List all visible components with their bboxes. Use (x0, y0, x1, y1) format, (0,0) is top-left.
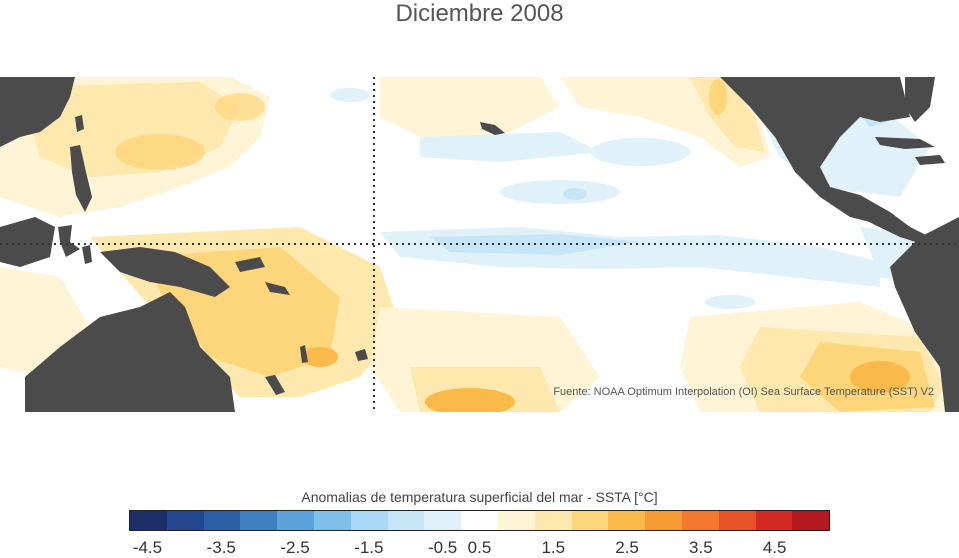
colorbar-tick-label: 4.5 (762, 538, 787, 557)
colorbar-swatch (203, 511, 241, 530)
colorbar-tick-label: -2.5 (280, 538, 310, 557)
land-taiwan (75, 115, 84, 132)
warm-patch-south-central-hot (425, 388, 515, 412)
colorbar (129, 510, 830, 531)
land-australia (25, 292, 235, 412)
colorbar-tick-label: -4.5 (132, 538, 163, 557)
colorbar-swatch (718, 511, 756, 530)
warm-patch-north-central-band (380, 77, 560, 137)
land-fiji (355, 349, 368, 361)
warm-patch-southeast-hot (850, 361, 910, 393)
land-asia (0, 77, 75, 147)
colorbar-swatch (681, 511, 719, 530)
land-new-guinea (100, 247, 230, 297)
land-north-america (720, 77, 910, 222)
land-cuba (875, 137, 935, 149)
land-vanuatu (300, 345, 308, 363)
land-maluku (82, 245, 92, 264)
colorbar-swatch (792, 511, 830, 530)
colorbar-tick-label: -3.5 (206, 538, 236, 557)
land-solomon (265, 282, 290, 295)
land-central-america (830, 187, 930, 245)
warm-patch-north-central (215, 93, 265, 121)
warm-patch-coral-sea-hot (302, 347, 338, 367)
colorbar-tick-label: 0.5 (467, 538, 492, 557)
colorbar-swatch (497, 511, 535, 530)
colorbar-swatch (608, 511, 646, 530)
colorbar-swatch (350, 511, 388, 530)
land-hawaii (480, 122, 505, 135)
colorbar-swatch (461, 511, 498, 530)
colorbar-tick-label: 2.5 (615, 538, 639, 557)
colorbar-tick-label: 3.5 (689, 538, 713, 557)
land-masses (0, 77, 959, 412)
colorbar-swatch (313, 511, 351, 530)
cool-patch-central-north-core (563, 188, 587, 200)
cool-patch-mid-north (590, 138, 690, 166)
colorbar-swatch (277, 511, 314, 530)
colorbar-swatch (645, 511, 682, 530)
land-philippines (70, 145, 92, 212)
cool-patch-central-north (500, 180, 620, 204)
warm-patch-baja-core (709, 79, 727, 115)
source-note: Fuente: NOAA Optimum Interpolation (OI) … (553, 386, 934, 398)
colorbar-swatch (755, 511, 793, 530)
land-florida (905, 77, 935, 122)
colorbar-swatch (534, 511, 572, 530)
ssta-map (0, 77, 959, 412)
warm-patch-philippine-sea (115, 134, 205, 170)
land-new-caledonia (265, 375, 285, 395)
colorbar-swatch (240, 511, 278, 530)
colorbar-swatch (130, 511, 167, 530)
reference-lines (0, 77, 959, 412)
land-hispaniola (915, 155, 945, 165)
colorbar-tick-label: -0.5 (427, 538, 458, 557)
colorbar-swatch (424, 511, 462, 530)
land-sulawesi (58, 225, 80, 257)
cool-patch-south-central (705, 295, 755, 309)
land-new-britain (235, 257, 265, 272)
warm-patch-baja (690, 77, 765, 152)
land-borneo (0, 217, 55, 267)
cool-patch-hawaii-band (420, 132, 600, 162)
colorbar-ticks: -4.5 -3.5 -2.5 -1.5 -0.5 0.5 1.5 2.5 3.5 4.5 (0, 538, 959, 558)
colorbar-swatch (571, 511, 609, 530)
land-south-america (890, 217, 959, 412)
map-title: Diciembre 2008 (395, 0, 564, 27)
cool-patch-north-west (330, 88, 370, 102)
colorbar-tick-label: -1.5 (354, 538, 384, 557)
colorbar-swatch (166, 511, 204, 530)
colorbar-tick-label: 1.5 (541, 538, 566, 557)
colorbar-label: Anomalias de temperatura superficial del… (301, 489, 658, 505)
colorbar-swatch (387, 511, 425, 530)
